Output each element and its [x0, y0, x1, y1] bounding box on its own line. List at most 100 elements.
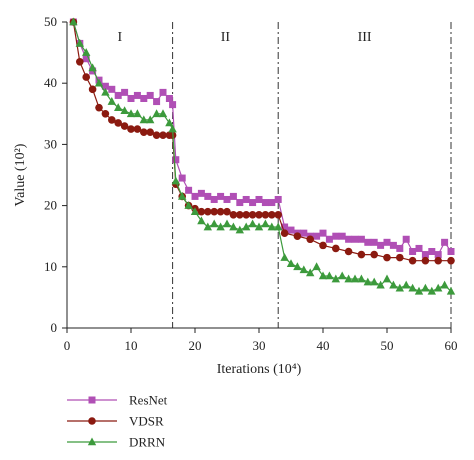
drrn-point: [280, 253, 289, 261]
legend: ResNet VDSR DRRN: [67, 393, 168, 450]
drrn-point: [101, 87, 110, 96]
vdsr-point: [268, 210, 276, 219]
vdsr-point: [248, 210, 257, 219]
resnet-point: [108, 85, 116, 93]
drrn-point: [299, 265, 308, 274]
resnet-point: [281, 223, 289, 231]
resnet-point: [441, 238, 449, 246]
drrn-point: [165, 118, 174, 127]
drrn-point: [389, 280, 398, 289]
drrn-line: [72, 21, 452, 292]
drrn-point: [229, 222, 238, 231]
vdsr-point: [152, 131, 161, 140]
drrn-point: [254, 222, 264, 231]
resnet-point: [447, 248, 455, 255]
vdsr-point: [95, 103, 103, 112]
drrn-point: [414, 286, 424, 295]
resnet-point: [370, 238, 378, 246]
drrn-point: [197, 216, 206, 225]
vdsr-point: [140, 128, 148, 136]
vdsr-point: [370, 250, 379, 259]
x-tick-label: 40: [317, 338, 330, 353]
region-label: II: [221, 30, 231, 45]
resnet-point: [338, 232, 346, 240]
vdsr-point: [229, 210, 238, 219]
y-tick-label: 10: [44, 259, 57, 274]
resnet-point: [313, 232, 321, 240]
drrn-point: [338, 271, 347, 280]
resnet-point: [377, 241, 385, 249]
drrn-point: [235, 225, 244, 234]
x-tick-label: 30: [253, 338, 266, 353]
resnet-point: [261, 199, 269, 207]
vdsr-point: [236, 210, 244, 219]
resnet-point: [268, 199, 276, 207]
resnet-point: [325, 235, 333, 243]
legend-marker: [88, 417, 96, 425]
vdsr-point: [133, 125, 142, 133]
vdsr-point: [357, 250, 366, 259]
drrn-point: [382, 274, 392, 283]
drrn-point: [261, 219, 270, 228]
drrn-point: [210, 219, 219, 228]
resnet-point: [357, 235, 365, 243]
y-tick-label: 0: [51, 320, 58, 335]
y-axis-title: Value (10²): [13, 143, 28, 206]
resnet-point: [242, 195, 250, 203]
resnet-point: [332, 232, 340, 240]
resnet-point: [210, 195, 218, 203]
legend-label: DRRN: [129, 435, 166, 450]
drrn-point: [363, 277, 372, 286]
x-tick-label: 60: [445, 338, 458, 353]
drrn-point: [126, 109, 136, 118]
drrn-point: [139, 115, 148, 124]
resnet-point: [300, 229, 308, 237]
x-axis-title: Iterations (10⁴): [217, 362, 302, 377]
drrn-point: [350, 274, 360, 283]
x-tick-label: 0: [64, 338, 71, 353]
drrn-point: [222, 219, 232, 228]
y-tick-label: 40: [44, 75, 57, 90]
y-tick-label: 50: [44, 14, 57, 29]
vdsr-point: [127, 125, 135, 133]
legend-item-vdsr: VDSR: [67, 414, 164, 429]
vdsr-point: [242, 210, 250, 219]
resnet-point: [140, 95, 148, 102]
resnet-point: [287, 226, 295, 234]
resnet-point: [229, 192, 237, 200]
resnet-point: [428, 248, 436, 255]
vdsr-point: [421, 256, 430, 265]
y-tick-label: 30: [44, 136, 57, 151]
vdsr-point: [332, 244, 340, 253]
resnet-point: [217, 192, 225, 200]
vdsr-point: [159, 131, 167, 140]
vdsr-point: [101, 110, 110, 118]
drrn-point: [82, 48, 91, 56]
region-label: I: [117, 30, 122, 45]
region-label: III: [358, 30, 372, 45]
drrn-point: [306, 268, 315, 277]
vdsr-point: [274, 210, 283, 219]
drrn-point: [434, 283, 443, 292]
vdsr-point: [108, 116, 116, 124]
resnet-point: [197, 189, 205, 197]
drrn-point: [325, 271, 334, 280]
series-layer: [69, 17, 456, 295]
drrn-point: [274, 222, 283, 231]
resnet-point: [165, 95, 173, 102]
drrn-point: [357, 274, 366, 283]
resnet-point: [101, 82, 109, 90]
resnet-point: [133, 91, 141, 99]
drrn-point: [402, 280, 411, 289]
drrn-point: [344, 274, 353, 283]
y-tick-label: 20: [44, 198, 57, 213]
resnet-point: [178, 174, 186, 182]
vdsr-point: [408, 256, 417, 265]
series-drrn: [69, 17, 456, 295]
resnet-point: [159, 88, 167, 96]
drrn-point: [376, 280, 385, 289]
vdsr-point: [88, 85, 97, 94]
resnet-point: [169, 101, 177, 109]
drrn-point: [94, 78, 104, 87]
resnet-point: [236, 199, 244, 207]
